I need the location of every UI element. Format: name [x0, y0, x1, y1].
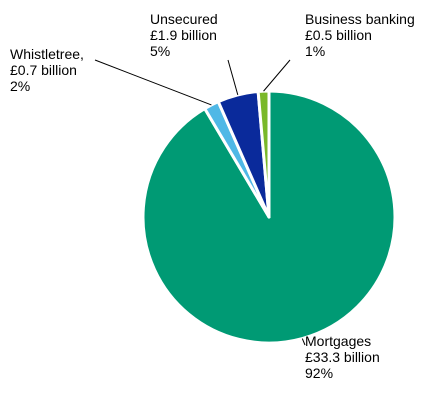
- slice-percent-whistletree: 2%: [10, 78, 30, 94]
- slice-name-mortgages: Mortgages: [305, 333, 371, 349]
- slice-label-business-banking: Business banking £0.5 billion 1%: [305, 11, 415, 59]
- slice-amount-whistletree: £0.7 billion: [10, 62, 77, 78]
- slice-amount-business-banking: £0.5 billion: [305, 27, 372, 43]
- slice-percent-unsecured: 5%: [150, 43, 170, 59]
- slice-name-unsecured: Unsecured: [150, 11, 218, 27]
- pie-slices: [141, 89, 397, 345]
- leader-line-business-banking: [263, 59, 291, 92]
- leader-line-unsecured: [227, 59, 239, 96]
- slice-labels: Mortgages £33.3 billion 92%Whistletree, £0.…: [10, 11, 415, 381]
- slice-percent-mortgages: 92%: [305, 365, 333, 381]
- slice-label-unsecured: Unsecured £1.9 billion 5%: [150, 11, 218, 59]
- leader-line-whistletree: [94, 59, 212, 106]
- slice-label-whistletree: Whistletree, £0.7 billion 2%: [10, 46, 84, 94]
- slice-name-whistletree: Whistletree,: [10, 46, 84, 62]
- leader-lines: [94, 59, 306, 346]
- slice-label-mortgages: Mortgages £33.3 billion 92%: [305, 333, 380, 381]
- slice-name-business-banking: Business banking: [305, 11, 415, 27]
- slice-amount-unsecured: £1.9 billion: [150, 27, 217, 43]
- slice-amount-mortgages: £33.3 billion: [305, 349, 380, 365]
- leader-line-mortgages: [301, 338, 306, 346]
- slice-percent-business-banking: 1%: [305, 43, 325, 59]
